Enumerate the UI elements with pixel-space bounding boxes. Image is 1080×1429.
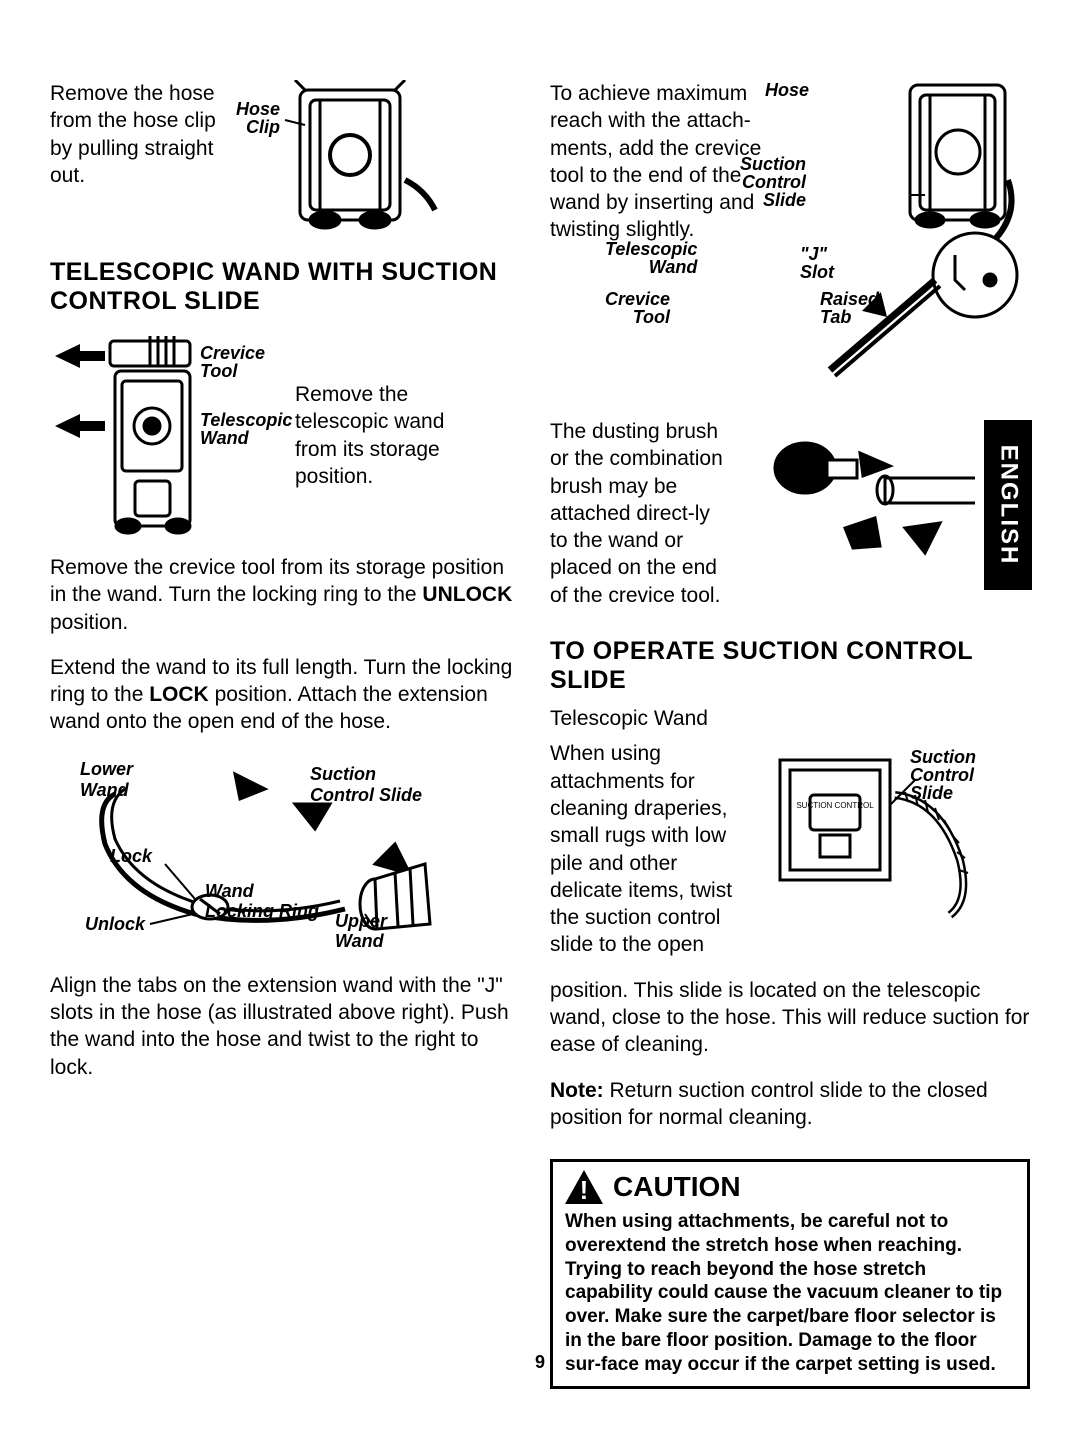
j-slot-label: "J"Slot xyxy=(800,245,834,281)
wand-storage-illustration: Crevice Tool Telescopic Wand xyxy=(50,326,280,536)
full-assembly-illustration xyxy=(780,80,1030,390)
right-column: To achieve maximum reach with the attach… xyxy=(550,80,1030,1389)
caution-title: CAUTION xyxy=(613,1171,741,1203)
hose-clip-section: Remove the hose from the hose clip by pu… xyxy=(50,80,520,230)
heading-telescopic-wand: TELESCOPIC WAND WITH SUCTION CONTROL SLI… xyxy=(50,258,520,316)
wand-locking-ring-label: WandLocking Ring xyxy=(205,882,319,922)
dusting-brush-section: The dusting brush or the combination bru… xyxy=(550,418,1030,609)
page-number: 9 xyxy=(535,1352,545,1373)
suction-control-slide-label: SuctionControl Slide xyxy=(310,764,422,806)
unlock-label: Unlock xyxy=(85,914,145,935)
hose-label-r: Hose xyxy=(765,80,809,101)
crevice-tool-label-r: CreviceTool xyxy=(605,290,670,326)
brush-attach-illustration xyxy=(745,418,975,578)
svg-text:!: ! xyxy=(580,1175,589,1205)
suction-slide-illustration: SUCTION CONTROL Sucti xyxy=(760,740,990,920)
when-using-text: When using attachments for cleaning drap… xyxy=(550,740,745,958)
align-instruction: Align the tabs on the extension wand wit… xyxy=(50,972,520,1081)
warning-icon: ! xyxy=(563,1168,605,1206)
position-text: position. This slide is located on the t… xyxy=(550,977,1030,1059)
english-language-tab: ENGLISH xyxy=(984,420,1032,590)
caution-header: ! CAUTION xyxy=(553,1162,1027,1208)
max-reach-section: To achieve maximum reach with the attach… xyxy=(550,80,1030,400)
note-text: Note: Return suction control slide to th… xyxy=(550,1077,1030,1132)
caution-body: When using attachments, be careful not t… xyxy=(553,1208,1027,1386)
heading-operate-suction: TO OPERATE SUCTION CONTROL SLIDE xyxy=(550,637,1030,695)
hose-clip-label: Hose Clip xyxy=(225,100,280,136)
crevice-tool-label: Crevice Tool xyxy=(200,344,280,380)
crevice-instruction: Remove the crevice tool from its storage… xyxy=(50,554,520,636)
english-tab-label: ENGLISH xyxy=(994,445,1022,566)
suction-slide-label-r: SuctionControlSlide xyxy=(740,155,806,209)
wand-lock-illustration: LowerWand SuctionControl Slide Lock Wand… xyxy=(50,754,520,954)
extend-instruction: Extend the wand to its full length. Turn… xyxy=(50,654,520,736)
telescopic-wand-label: Telescopic Wand xyxy=(200,411,292,447)
raised-tab-label: RaisedTab xyxy=(820,290,879,326)
suction-slide-section: When using attachments for cleaning drap… xyxy=(550,740,1030,958)
remove-telescopic-text: Remove the telescopic wand from its stor… xyxy=(295,381,445,490)
lower-wand-label: LowerWand xyxy=(80,759,133,801)
telescopic-wand-label-r: TelescopicWand xyxy=(605,240,697,276)
left-column: Remove the hose from the hose clip by pu… xyxy=(50,80,520,1389)
upper-wand-label: UpperWand xyxy=(335,912,387,952)
subheading-telescopic-wand: Telescopic Wand xyxy=(550,705,1030,732)
dusting-brush-text: The dusting brush or the combination bru… xyxy=(550,418,730,609)
hose-remove-text: Remove the hose from the hose clip by pu… xyxy=(50,80,230,189)
lock-label: Lock xyxy=(110,846,152,867)
wand-storage-section: Crevice Tool Telescopic Wand Remove the … xyxy=(50,326,520,536)
suction-slide-label2: SuctionControlSlide xyxy=(910,748,976,802)
svg-text:SUCTION CONTROL: SUCTION CONTROL xyxy=(796,801,874,810)
vacuum-top-illustration: Hose Clip xyxy=(245,80,445,230)
caution-box: ! CAUTION When using attachments, be car… xyxy=(550,1159,1030,1389)
